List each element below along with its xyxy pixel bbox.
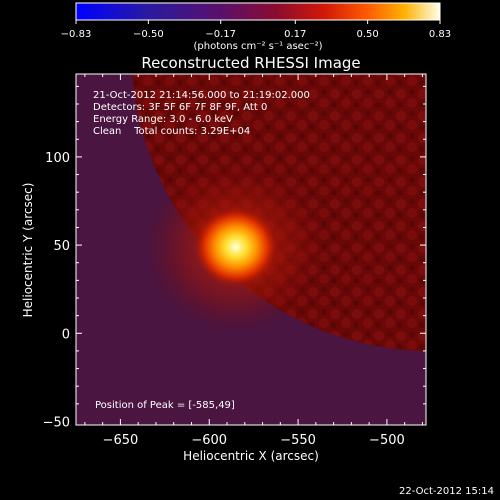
annotation-energy: Energy Range: 3.0 - 6.0 keV — [93, 114, 233, 125]
annotation-counts: Clean Total counts: 3.29E+04 — [93, 126, 250, 137]
colorbar-units-label: (photons cm⁻² s⁻¹ asec⁻²) — [193, 41, 322, 52]
x-tick-label: −550 — [280, 433, 316, 448]
chart-title: Reconstructed RHESSI Image — [141, 54, 360, 72]
peak-position-label: Position of Peak = [-585,49] — [95, 400, 235, 411]
y-tick-label: 50 — [53, 239, 70, 254]
colorbar-tick-label: 0.17 — [284, 29, 306, 40]
y-tick-label: −50 — [43, 415, 70, 430]
peak-source — [193, 206, 278, 287]
colorbar-ticks: −0.83 −0.50 −0.17 0.17 0.50 0.83 — [61, 20, 451, 40]
plot-frame — [75, 73, 427, 426]
y-tick-label: 100 — [45, 151, 70, 166]
x-tick-label: −600 — [191, 433, 227, 448]
colorbar-tick-label: 0.50 — [357, 29, 379, 40]
colorbar-gradient — [75, 2, 441, 21]
colorbar-tick-label: 0.83 — [429, 29, 451, 40]
annotation-time: 21-Oct-2012 21:14:56.000 to 21:19:02.000 — [93, 90, 310, 101]
colorbar-tick-label: −0.17 — [205, 29, 236, 40]
annotation-detectors: Detectors: 3F 5F 6F 7F 8F 9F, Att 0 — [93, 102, 267, 113]
colorbar-tick-label: −0.50 — [133, 29, 164, 40]
x-tick-label: −650 — [103, 433, 139, 448]
plot-area — [76, 74, 426, 425]
x-tick-label: −500 — [369, 433, 405, 448]
y-axis-title: Heliocentric Y (arcsec) — [21, 183, 35, 318]
y-axis: 0 50 100 −50 — [43, 85, 426, 430]
annotations: 21-Oct-2012 21:14:56.000 to 21:19:02.000… — [93, 90, 310, 411]
y-tick-label: 0 — [62, 327, 70, 342]
colorbar-tick-label: −0.83 — [61, 29, 92, 40]
colorbar: −0.83 −0.50 −0.17 0.17 0.50 0.83 (photons cm⁻… — [61, 2, 451, 52]
x-axis-title: Heliocentric X (arcsec) — [183, 449, 319, 463]
x-axis: −650 −600 −550 −500 — [84, 74, 423, 448]
footer-timestamp: 22-Oct-2012 15:14 — [399, 486, 494, 497]
